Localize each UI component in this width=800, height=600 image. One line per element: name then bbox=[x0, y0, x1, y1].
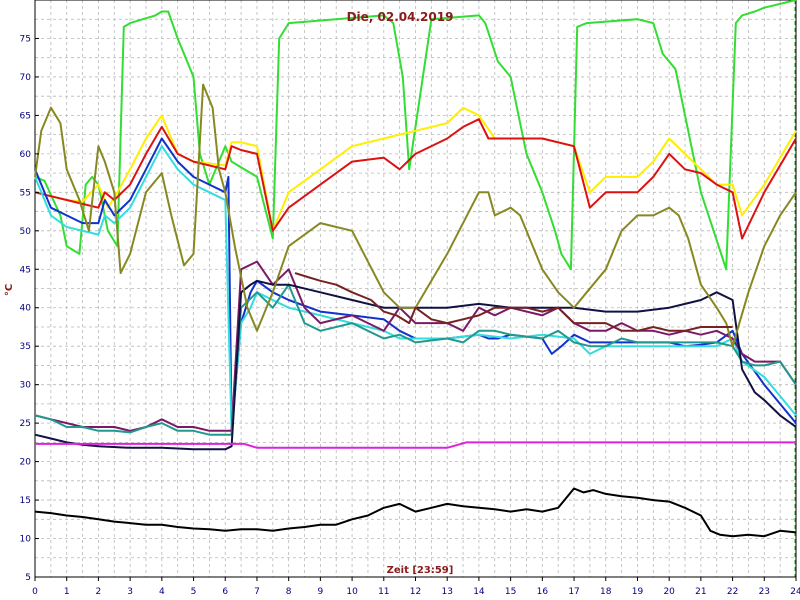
x-tick-label: 19 bbox=[632, 587, 644, 597]
x-tick-label: 12 bbox=[410, 587, 421, 597]
x-tick-label: 10 bbox=[346, 587, 358, 597]
series-lines bbox=[34, 0, 797, 538]
series-line-2 bbox=[34, 106, 797, 232]
series-line-11 bbox=[294, 272, 733, 332]
series-line-6 bbox=[34, 260, 797, 432]
y-tick-label: 20 bbox=[20, 458, 32, 468]
x-tick-label: 8 bbox=[286, 587, 292, 597]
series-line-9 bbox=[35, 441, 796, 449]
x-tick-label: 6 bbox=[222, 587, 228, 597]
x-tick-label: 0 bbox=[32, 587, 38, 597]
y-tick-label: 15 bbox=[20, 496, 31, 506]
chart-title: Die, 02.04.2019 bbox=[347, 10, 454, 24]
y-tick-label: 25 bbox=[20, 419, 31, 429]
x-tick-label: 22 bbox=[727, 587, 738, 597]
y-tick-label: 50 bbox=[20, 227, 32, 237]
x-tick-label: 23 bbox=[759, 587, 770, 597]
x-tick-label: 16 bbox=[537, 587, 549, 597]
y-tick-label: 45 bbox=[20, 265, 31, 275]
x-tick-label: 15 bbox=[505, 587, 516, 597]
x-tick-label: 9 bbox=[318, 587, 324, 597]
x-tick-label: 5 bbox=[191, 587, 197, 597]
x-tick-label: 2 bbox=[96, 587, 102, 597]
y-tick-label: 35 bbox=[20, 342, 31, 352]
x-tick-labels: 0 1 2 3 4 5 6 7 8 9 10 11 12 13 14 15 16 17 18 19 20 21 22 23 24 bbox=[32, 577, 800, 597]
x-tick-label: 3 bbox=[127, 587, 133, 597]
y-tick-label: 60 bbox=[20, 150, 32, 160]
x-tick-label: 20 bbox=[663, 587, 675, 597]
y-tick-label: 40 bbox=[20, 304, 32, 314]
y-tick-label: 75 bbox=[20, 34, 31, 44]
x-tick-label: 11 bbox=[378, 587, 389, 597]
grid bbox=[35, 0, 796, 577]
x-tick-label: 17 bbox=[568, 587, 579, 597]
y-tick-label: 65 bbox=[20, 111, 31, 121]
y-tick-label: 30 bbox=[20, 381, 32, 391]
series-line-1 bbox=[34, 0, 797, 271]
y-axis-label: °C bbox=[4, 284, 15, 296]
x-tick-label: 4 bbox=[159, 587, 165, 597]
x-tick-label: 1 bbox=[64, 587, 70, 597]
y-tick-label: 70 bbox=[20, 73, 32, 83]
series-line-10 bbox=[34, 83, 797, 348]
y-tick-label: 10 bbox=[20, 535, 32, 545]
series-line-7 bbox=[34, 283, 797, 436]
x-tick-label: 7 bbox=[254, 587, 260, 597]
x-tick-label: 18 bbox=[600, 587, 612, 597]
x-tick-label: 21 bbox=[695, 587, 706, 597]
series-line-3 bbox=[34, 118, 797, 240]
x-axis-label: Zeit [23:59] bbox=[387, 565, 454, 576]
x-tick-label: 14 bbox=[473, 587, 485, 597]
y-tick-labels: 5 10 15 20 25 30 35 40 45 50 55 60 65 70 75 bbox=[20, 34, 39, 583]
y-tick-label: 5 bbox=[25, 573, 31, 583]
series-line-12 bbox=[34, 487, 797, 538]
x-tick-label: 13 bbox=[441, 587, 452, 597]
y-tick-label: 55 bbox=[20, 188, 31, 198]
x-tick-label: 24 bbox=[790, 587, 800, 597]
